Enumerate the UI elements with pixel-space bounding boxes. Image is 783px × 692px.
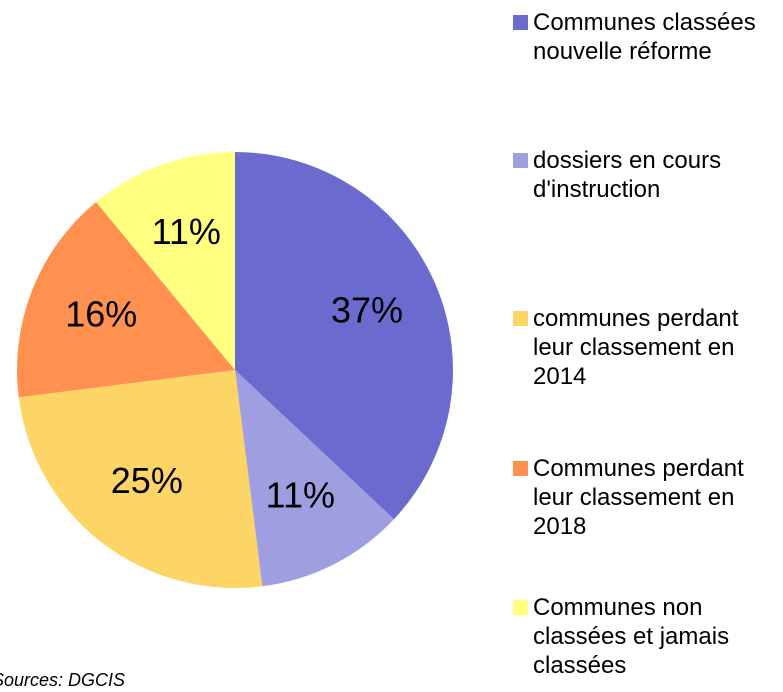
pie-slice [18, 370, 263, 588]
legend-item: Communes classées nouvelle réforme [513, 8, 783, 66]
legend-label: Communes non classées et jamais classées [533, 594, 730, 679]
legend-swatch [513, 600, 528, 615]
slice-label: 25% [111, 460, 183, 501]
legend-label: dossiers en cours d'instruction [533, 147, 722, 203]
source-note: Sources: DGCIS [0, 670, 125, 690]
pie-slice [235, 152, 453, 520]
legend-swatch [513, 153, 528, 168]
pie-slice [16, 202, 235, 398]
legend-item: Communes non classées et jamais classées [513, 593, 783, 680]
legend-label: Communes perdant leur classement en 2018 [533, 455, 744, 540]
legend-item: communes perdant leur classement en 2014 [513, 304, 783, 391]
slice-label: 16% [65, 294, 137, 335]
legend-item: dossiers en cours d'instruction [513, 146, 783, 204]
slice-label: 37% [331, 289, 403, 330]
legend-label: Communes classées nouvelle réforme [533, 9, 756, 65]
pie-slice [96, 152, 236, 370]
slice-label: 11% [266, 475, 335, 516]
legend-swatch [513, 311, 528, 326]
slice-label: 11% [152, 211, 221, 252]
pie-slice [235, 370, 394, 587]
legend-label: communes perdant leur classement en 2014 [533, 305, 739, 390]
legend-swatch [513, 461, 528, 476]
legend-item: Communes perdant leur classement en 2018 [513, 454, 783, 541]
legend-swatch [513, 15, 528, 30]
